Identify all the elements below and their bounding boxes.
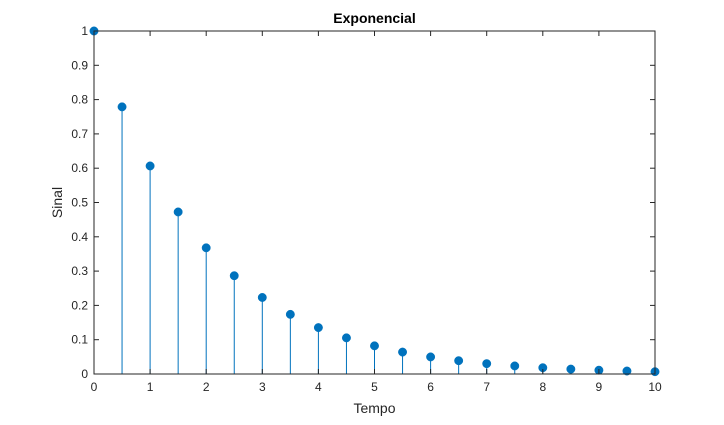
stem-marker [370, 341, 379, 351]
x-axis-label: Tempo [353, 400, 395, 416]
stem-marker [622, 366, 632, 376]
stem-marker [285, 309, 295, 319]
stem-marker [145, 161, 155, 171]
stem-marker [201, 243, 211, 253]
stem-marker [510, 361, 520, 371]
y-tick-label: 0.7 [71, 127, 88, 141]
stem-marker [229, 271, 239, 281]
plot-background [94, 31, 655, 374]
y-axis-label: Sinal [49, 187, 65, 218]
y-tick-label: 0.6 [71, 161, 88, 175]
x-tick-label: 2 [203, 380, 210, 394]
y-tick-label: 0.1 [71, 333, 88, 347]
stem-marker [117, 102, 127, 112]
stem-marker [313, 323, 323, 333]
stem-marker [482, 359, 492, 369]
y-ticks-group: 0 0.1 0.2 0.3 0.4 0.5 0.6 0.7 0.8 0.9 1 [71, 24, 655, 381]
x-tick-label: 0 [91, 380, 98, 394]
y-tick-label: 0.2 [71, 298, 88, 312]
x-tick-label: 1 [147, 380, 154, 394]
stem-marker [398, 347, 407, 357]
stem-marker [342, 333, 351, 343]
x-tick-label: 8 [539, 380, 546, 394]
x-tick-label: 9 [596, 380, 603, 394]
stem-marker [173, 207, 183, 217]
stem-marker [257, 293, 267, 302]
x-tick-label: 6 [427, 380, 434, 394]
chart-title: Exponencial [333, 10, 415, 26]
x-tick-label: 10 [648, 380, 662, 394]
stem-marker [426, 352, 436, 362]
x-tick-label: 5 [371, 380, 378, 394]
y-tick-label: 0.9 [71, 58, 88, 72]
x-ticks-group: 0 1 2 3 4 5 6 7 8 9 10 [91, 31, 662, 394]
y-tick-label: 0.4 [71, 230, 88, 244]
y-tick-label: 0.3 [71, 264, 88, 278]
y-tick-label: 0 [81, 367, 88, 381]
x-tick-label: 7 [483, 380, 490, 394]
stem-marker [566, 364, 576, 374]
x-tick-label: 4 [315, 380, 322, 394]
y-tick-label: 0.5 [71, 196, 88, 210]
y-tick-label: 0.8 [71, 93, 88, 107]
stem-marker [454, 356, 464, 366]
y-tick-label: 1 [81, 24, 88, 38]
x-tick-label: 3 [259, 380, 266, 394]
